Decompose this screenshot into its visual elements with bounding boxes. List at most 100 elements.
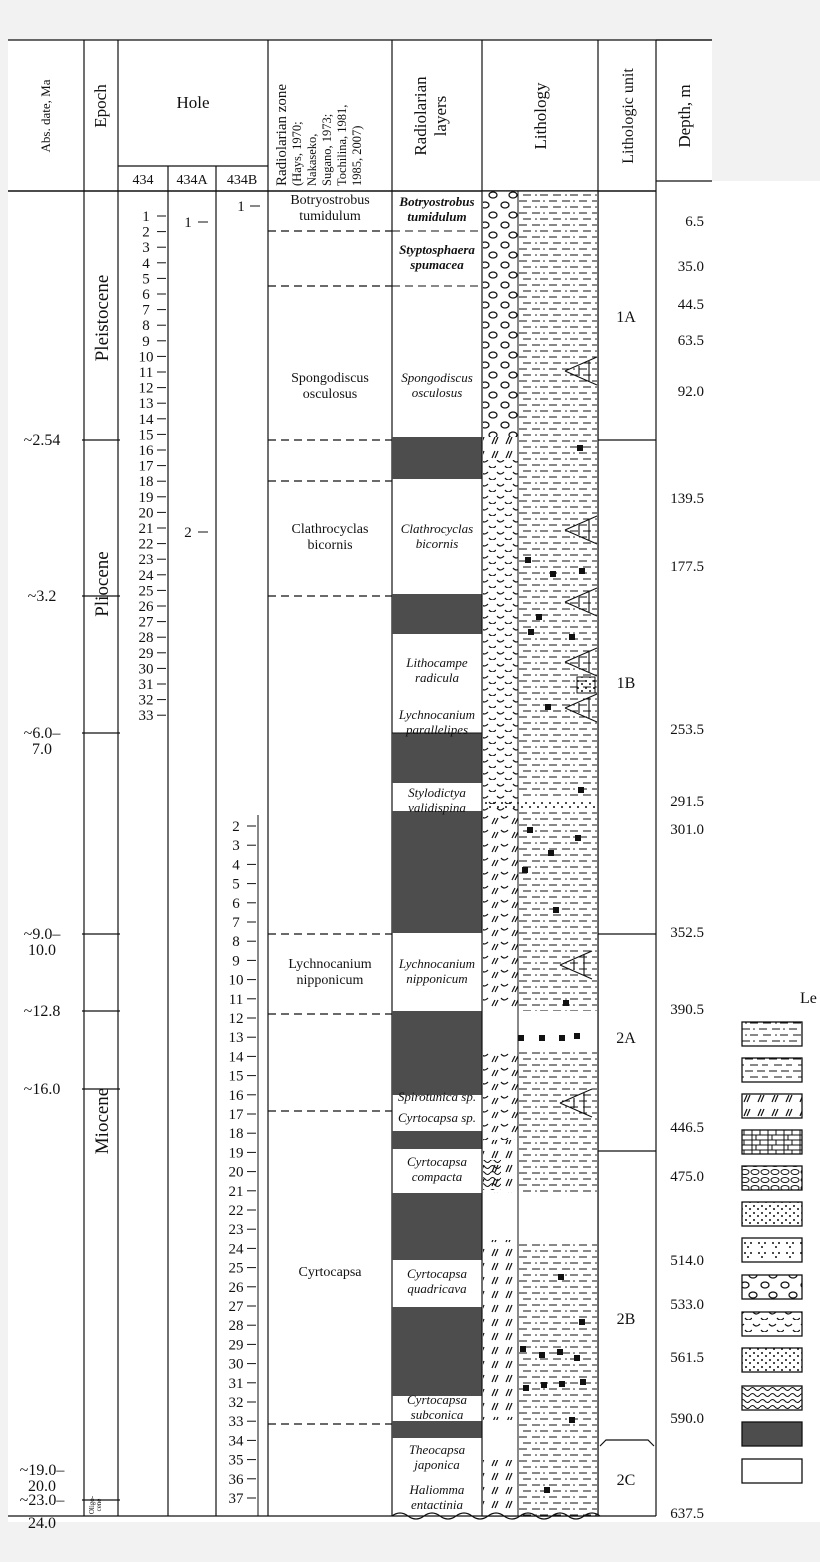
lithology-concretion-dot xyxy=(575,835,581,841)
hole-434-core-number: 16 xyxy=(139,443,155,459)
lithology-concretion-dot xyxy=(544,1487,550,1493)
lithology-right-fill xyxy=(519,1050,597,1193)
depth-label: 301.0 xyxy=(670,822,704,838)
hole-434-core-number: 10 xyxy=(139,349,154,365)
depth-label: 44.5 xyxy=(678,297,704,313)
hole-434b-core-number: 18 xyxy=(229,1126,244,1142)
lithology-left-fill xyxy=(483,191,518,437)
lithology-left-fill xyxy=(483,1240,518,1420)
depth-labels: 6.5 35.0 44.5 63.5 92.0 139.5 177.5 253.5 291.5 3… xyxy=(670,214,704,1522)
zone-boundaries xyxy=(268,230,482,1425)
zone-name-line: osculosus xyxy=(303,387,357,402)
legend-swatch-silt-pattern xyxy=(741,1237,803,1263)
hole-434-core-number: 6 xyxy=(142,287,150,303)
lithology-concretion-dot xyxy=(525,557,531,563)
legend-swatch-concretion-pattern xyxy=(741,1347,803,1373)
layer-name-line: Lychnocanium xyxy=(398,707,475,722)
hole-434-core-number: 21 xyxy=(139,521,154,537)
header-zone-line: Tochilina, 1981, xyxy=(335,105,349,186)
hole-434a-core-number: 1 xyxy=(184,215,192,231)
gap-block xyxy=(392,811,482,933)
hole-434-core-number: 32 xyxy=(139,693,154,709)
layer-name-line: spumacea xyxy=(409,257,464,272)
layer-name-line: Spirotunica sp. xyxy=(398,1089,476,1104)
hole-434b-core-number: 31 xyxy=(229,1376,244,1392)
header-zone-line: Nakaseko, xyxy=(305,134,319,186)
epoch-label-oligocene: Oligo- xyxy=(88,1495,96,1514)
hole-434-core-number: 26 xyxy=(139,599,155,615)
gap-block xyxy=(392,1307,482,1396)
layer-name-line: Lithocampe xyxy=(405,655,468,670)
lithology-concretion-dot xyxy=(569,1417,575,1423)
lithology-concretion-dot xyxy=(548,850,554,856)
lithologic-unit-label: 1A xyxy=(616,309,636,326)
hole-434-core-number: 11 xyxy=(139,365,153,381)
hole-434-core-number: 4 xyxy=(142,256,150,272)
age-label: 10.0 xyxy=(28,942,56,959)
header-hole: Hole xyxy=(176,93,209,112)
lithology-concretion-dot xyxy=(553,907,559,913)
age-label: ~12.8 xyxy=(24,1003,61,1020)
lithology-sand-band xyxy=(483,801,597,809)
hole-434b-core-number: 36 xyxy=(229,1472,245,1488)
lithology-left-fill xyxy=(483,1011,518,1050)
hole-434b-core-number: 3 xyxy=(232,838,240,854)
depth-label: 177.5 xyxy=(670,559,704,575)
layer-name-line: parallelipes xyxy=(405,722,468,737)
lithology-concretion-dot xyxy=(550,571,556,577)
header-hole-434: 434 xyxy=(133,173,154,188)
age-label: 20.0 xyxy=(28,1478,56,1495)
legend-swatch-tuff-pattern xyxy=(741,1311,803,1337)
depth-label: 139.5 xyxy=(670,491,704,507)
hole-434-core-number: 29 xyxy=(139,646,154,662)
hole-core-numbers: 1234567891011121314151617181920212223242… xyxy=(139,199,260,1516)
hole-434b-core-number: 29 xyxy=(229,1337,244,1353)
zone-name-line: tumidulum xyxy=(299,209,361,224)
hole-434-core-number: 19 xyxy=(139,490,154,506)
lithologic-units: 1A 1B 2A 2B 2C xyxy=(598,309,656,1489)
hole-434b-core-number: 20 xyxy=(229,1165,244,1181)
hole-434-core-number: 14 xyxy=(139,412,155,428)
hole-434b-core-number: 9 xyxy=(232,953,240,969)
hole-434-core-number: 18 xyxy=(139,474,154,490)
hole-434b-core-number: 23 xyxy=(229,1222,244,1238)
hole-434b-core-number: 24 xyxy=(229,1241,245,1257)
hole-434b-core-number: 37 xyxy=(229,1491,245,1507)
lithology-concretion-dot xyxy=(523,1385,529,1391)
hole-434-core-number: 24 xyxy=(139,568,155,584)
header-depth: Depth, m xyxy=(675,84,694,147)
zone-name-line: Lychnocanium xyxy=(288,957,371,972)
age-label: ~9.0– xyxy=(24,926,62,943)
hole-434-core-number: 17 xyxy=(139,459,155,475)
hole-434-core-number: 12 xyxy=(139,381,154,397)
hole-434-core-number: 15 xyxy=(139,427,154,443)
lithology-concretion-dot xyxy=(580,1379,586,1385)
unit-2c-top xyxy=(599,1439,655,1447)
header-epoch: Epoch xyxy=(91,84,110,128)
hole-434b-core-number: 22 xyxy=(229,1203,244,1219)
hole-434-core-number: 27 xyxy=(139,615,155,631)
lithology-concretion-dot xyxy=(574,1355,580,1361)
gap-block xyxy=(392,1421,482,1438)
lithology-concretion-dot xyxy=(541,1382,547,1388)
epoch-label: Pliocene xyxy=(92,551,113,616)
gap-block xyxy=(392,1193,482,1260)
header-layers-line: Radiolarian xyxy=(411,76,430,156)
layer-name-line: Haliomma xyxy=(409,1482,465,1497)
depth-label: 253.5 xyxy=(670,722,704,738)
legend-swatch-wavy-pattern xyxy=(741,1385,803,1411)
gap-block xyxy=(392,1131,482,1149)
gap-block xyxy=(392,437,482,479)
layer-name-line: Cyrtocapsa xyxy=(407,1154,467,1169)
age-label: ~6.0– xyxy=(24,725,62,742)
lithology-wavy-fill xyxy=(483,1160,501,1190)
lithology-left-fill xyxy=(483,811,518,940)
depth-label: 390.5 xyxy=(670,1002,704,1018)
header-layers-line: layers xyxy=(431,96,450,137)
hole-434-core-number: 5 xyxy=(142,271,150,287)
header-zone-line: 1985, 2007) xyxy=(350,126,364,186)
zone-name-line: Spongodiscus xyxy=(291,371,369,386)
lithology-diatom-symbol xyxy=(564,587,598,617)
